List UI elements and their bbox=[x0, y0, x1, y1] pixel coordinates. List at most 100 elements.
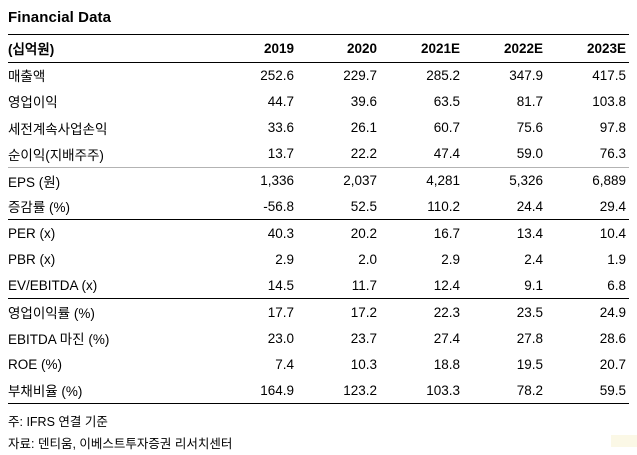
column-header-2019: 2019 bbox=[214, 35, 297, 63]
footnotes: 주: IFRS 연결 기준 자료: 덴티움, 이베스트투자증권 리서치센터 bbox=[8, 411, 629, 455]
cell-value: 76.3 bbox=[546, 140, 629, 168]
unit-label: (십억원) bbox=[8, 35, 214, 63]
cell-value: 60.7 bbox=[433, 120, 460, 136]
cell-value: 4,281 bbox=[426, 173, 460, 189]
financial-data-table: (십억원) 2019 2020 2021E 2022E 2023E 매출액 25… bbox=[8, 35, 629, 405]
cell-value: 19.5 bbox=[516, 356, 543, 372]
footnote-standard: 주: IFRS 연결 기준 bbox=[8, 415, 108, 430]
row-label: ROE (%) bbox=[8, 356, 62, 372]
cell-value: 44.7 bbox=[267, 93, 294, 109]
cell-value: 39.6 bbox=[350, 93, 377, 109]
row-label: 영업이익률 (%) bbox=[8, 306, 95, 322]
cell-value: 13.7 bbox=[214, 140, 297, 168]
cell-value: 2.9 bbox=[441, 251, 460, 267]
table-row: 영업이익 44.7 39.6 63.5 81.7 103.8 bbox=[8, 88, 629, 114]
cell-value: 347.9 bbox=[509, 67, 543, 83]
cell-value: 28.6 bbox=[599, 330, 626, 346]
cell-value: 13.4 bbox=[516, 225, 543, 241]
cell-value: 252.6 bbox=[260, 67, 294, 83]
cell-value: 285.2 bbox=[426, 67, 460, 83]
cell-value: 12.4 bbox=[380, 272, 463, 300]
cell-value: 27.8 bbox=[516, 330, 543, 346]
cell-value: -56.8 bbox=[214, 193, 297, 221]
cell-value: 6,889 bbox=[592, 173, 626, 189]
scan-artifact bbox=[611, 435, 637, 447]
table-row: 부채비율 (%) 164.9 123.2 103.3 78.2 59.5 bbox=[8, 377, 629, 405]
cell-value: 22.2 bbox=[297, 140, 380, 168]
cell-value: 417.5 bbox=[592, 67, 626, 83]
table-row: 증감률 (%) -56.8 52.5 110.2 24.4 29.4 bbox=[8, 193, 629, 221]
cell-value: 22.3 bbox=[433, 304, 460, 320]
cell-value: 11.7 bbox=[297, 272, 380, 300]
cell-value: 63.5 bbox=[433, 93, 460, 109]
row-label: 부채비율 (%) bbox=[8, 377, 214, 405]
cell-value: 20.2 bbox=[350, 225, 377, 241]
cell-value: 26.1 bbox=[350, 120, 377, 136]
cell-value: 1,336 bbox=[260, 173, 294, 189]
row-label: PBR (x) bbox=[8, 251, 56, 267]
cell-value: 2.4 bbox=[524, 251, 543, 267]
row-label: 매출액 bbox=[8, 69, 46, 85]
header-row: (십억원) 2019 2020 2021E 2022E 2023E bbox=[8, 35, 629, 63]
column-header-2020: 2020 bbox=[297, 35, 380, 63]
cell-value: 52.5 bbox=[297, 193, 380, 221]
cell-value: 24.9 bbox=[599, 304, 626, 320]
cell-value: 1.9 bbox=[607, 251, 626, 267]
cell-value: 14.5 bbox=[214, 272, 297, 300]
cell-value: 103.8 bbox=[592, 93, 626, 109]
cell-value: 6.8 bbox=[546, 272, 629, 300]
row-label: EBITDA 마진 (%) bbox=[8, 332, 110, 348]
cell-value: 16.7 bbox=[433, 225, 460, 241]
column-header-2022e: 2022E bbox=[463, 35, 546, 63]
cell-value: 40.3 bbox=[267, 225, 294, 241]
table-row: 매출액 252.6 229.7 285.2 347.9 417.5 bbox=[8, 62, 629, 88]
cell-value: 27.4 bbox=[433, 330, 460, 346]
table-row: PER (x) 40.3 20.2 16.7 13.4 10.4 bbox=[8, 220, 629, 246]
cell-value: 33.6 bbox=[267, 120, 294, 136]
column-header-2021e: 2021E bbox=[380, 35, 463, 63]
cell-value: 2.0 bbox=[358, 251, 377, 267]
table-row: EBITDA 마진 (%) 23.0 23.7 27.4 27.8 28.6 bbox=[8, 325, 629, 351]
row-label: 영업이익 bbox=[8, 95, 58, 111]
cell-value: 103.3 bbox=[380, 377, 463, 405]
cell-value: 23.5 bbox=[516, 304, 543, 320]
table-row: EV/EBITDA (x) 14.5 11.7 12.4 9.1 6.8 bbox=[8, 272, 629, 300]
cell-value: 78.2 bbox=[463, 377, 546, 405]
table-row: EPS (원) 1,336 2,037 4,281 5,326 6,889 bbox=[8, 167, 629, 193]
cell-value: 23.0 bbox=[267, 330, 294, 346]
cell-value: 10.4 bbox=[599, 225, 626, 241]
cell-value: 75.6 bbox=[516, 120, 543, 136]
table-row: 영업이익률 (%) 17.7 17.2 22.3 23.5 24.9 bbox=[8, 299, 629, 325]
cell-value: 18.8 bbox=[433, 356, 460, 372]
cell-value: 2,037 bbox=[343, 173, 377, 189]
cell-value: 7.4 bbox=[275, 356, 294, 372]
row-label: EV/EBITDA (x) bbox=[8, 272, 214, 300]
footnote-source: 자료: 덴티움, 이베스트투자증권 리서치센터 bbox=[8, 437, 233, 452]
table-row: ROE (%) 7.4 10.3 18.8 19.5 20.7 bbox=[8, 351, 629, 377]
cell-value: 164.9 bbox=[214, 377, 297, 405]
cell-value: 10.3 bbox=[350, 356, 377, 372]
cell-value: 123.2 bbox=[297, 377, 380, 405]
table-body: 매출액 252.6 229.7 285.2 347.9 417.5 영업이익 4… bbox=[8, 62, 629, 405]
row-label: 증감률 (%) bbox=[8, 193, 214, 221]
row-label: EPS (원) bbox=[8, 174, 61, 190]
cell-value: 9.1 bbox=[463, 272, 546, 300]
table-row: 세전계속사업손익 33.6 26.1 60.7 75.6 97.8 bbox=[8, 115, 629, 141]
cell-value: 23.7 bbox=[350, 330, 377, 346]
cell-value: 97.8 bbox=[599, 120, 626, 136]
cell-value: 29.4 bbox=[546, 193, 629, 221]
cell-value: 81.7 bbox=[516, 93, 543, 109]
cell-value: 5,326 bbox=[509, 173, 543, 189]
column-header-2023e: 2023E bbox=[546, 35, 629, 63]
table-row: PBR (x) 2.9 2.0 2.9 2.4 1.9 bbox=[8, 246, 629, 272]
cell-value: 20.7 bbox=[599, 356, 626, 372]
table-header: (십억원) 2019 2020 2021E 2022E 2023E bbox=[8, 35, 629, 63]
cell-value: 17.7 bbox=[267, 304, 294, 320]
cell-value: 59.5 bbox=[546, 377, 629, 405]
cell-value: 47.4 bbox=[380, 140, 463, 168]
cell-value: 2.9 bbox=[275, 251, 294, 267]
page-title: Financial Data bbox=[8, 9, 629, 35]
cell-value: 110.2 bbox=[380, 193, 463, 221]
cell-value: 17.2 bbox=[350, 304, 377, 320]
